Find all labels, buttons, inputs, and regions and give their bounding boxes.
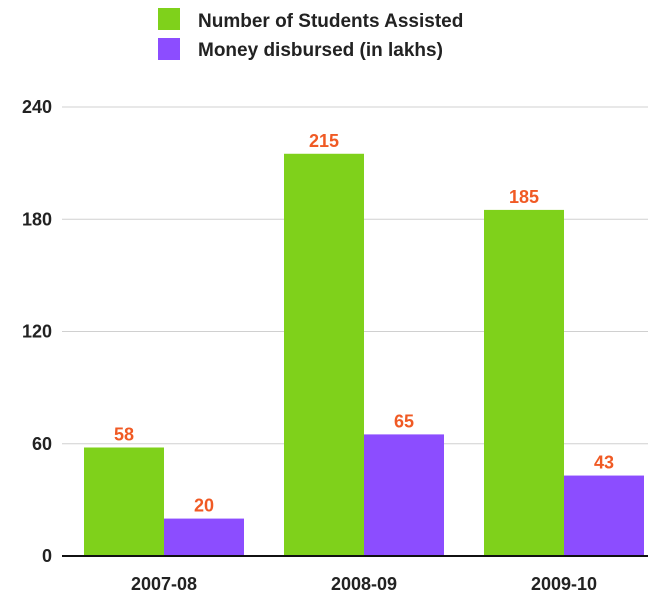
data-label: 185 xyxy=(509,187,539,207)
bar-students-2009-10 xyxy=(484,209,564,557)
bar-students-2007-08 xyxy=(84,447,164,556)
y-tick-label: 0 xyxy=(42,546,52,566)
y-tick-label: 240 xyxy=(22,97,52,117)
data-label: 215 xyxy=(309,131,339,151)
data-label: 65 xyxy=(394,411,414,431)
data-label: 20 xyxy=(194,496,214,516)
data-label: 58 xyxy=(114,424,134,444)
legend-label-money: Money disbursed (in lakhs) xyxy=(198,40,443,61)
legend: Number of Students Assisted Money disbur… xyxy=(158,8,463,61)
y-tick-label: 180 xyxy=(22,209,52,229)
y-tick-label: 60 xyxy=(32,434,52,454)
bars xyxy=(84,153,644,557)
y-axis-ticks: 0 60 120 180 240 xyxy=(22,97,52,566)
bar-money-2008-09 xyxy=(364,434,444,556)
legend-swatch-money xyxy=(158,38,180,60)
x-tick-label: 2007-08 xyxy=(131,574,197,594)
legend-swatch-students xyxy=(158,8,180,30)
bar-money-2009-10 xyxy=(564,475,644,556)
x-tick-label: 2008-09 xyxy=(331,574,397,594)
x-axis-ticks: 2007-08 2008-09 2009-10 xyxy=(131,574,597,594)
y-tick-label: 120 xyxy=(22,322,52,342)
legend-label-students: Number of Students Assisted xyxy=(198,11,463,32)
data-labels: 58 20 215 65 185 43 xyxy=(114,131,614,516)
data-label: 43 xyxy=(594,453,614,473)
x-tick-label: 2009-10 xyxy=(531,574,597,594)
bar-students-2008-09 xyxy=(284,153,364,557)
bar-money-2007-08 xyxy=(164,518,244,556)
